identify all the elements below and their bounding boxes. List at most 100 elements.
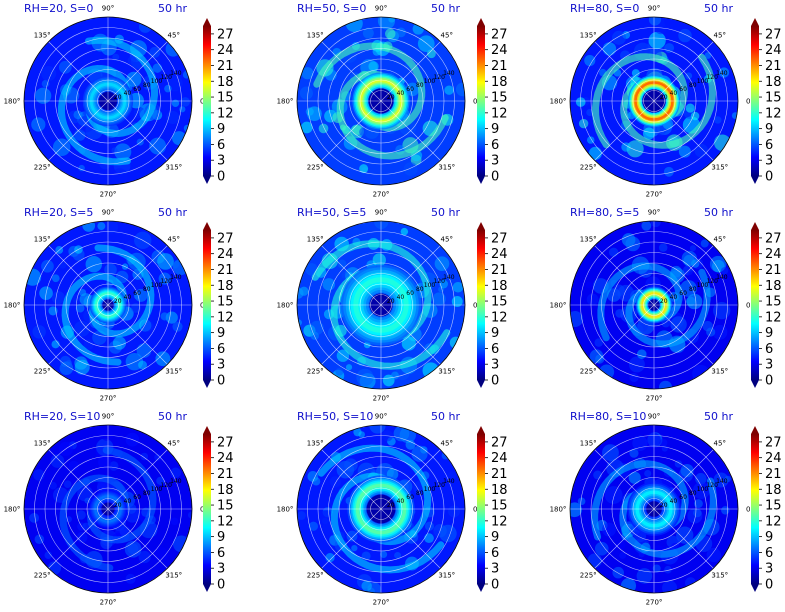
heatmap-blob [650,221,661,228]
colorbar-extend-max [477,426,485,434]
colorbar-tick-label: 6 [491,342,499,357]
colorbar-tick-label: 21 [491,263,508,278]
heatmap-blob [372,253,386,267]
angle-label: 315° [438,163,455,171]
polar-border [296,220,466,390]
heatmap-blob [76,532,88,543]
polar-border [23,424,193,594]
colorbar-tick-label: 0 [217,374,225,389]
angle-label: 315° [165,367,182,375]
colorbar-extend-max [477,18,485,26]
heatmap-blob [654,22,667,35]
heatmap-blob [85,255,103,273]
heatmap-blob [307,471,319,482]
radial-tick-label: 60 [679,86,687,93]
colorbar-tick-label: 0 [217,578,225,593]
heatmap-blob [631,69,640,78]
colorbar-tick-label: 18 [491,279,508,294]
colorbar-tick-label: 15 [765,499,782,514]
panel-title-right: 50 hr [704,410,733,423]
polar-border [296,16,466,186]
heatmap-blob [621,142,631,152]
heatmap-blob [48,306,58,316]
angle-label: 180° [550,302,567,310]
panel-title-left: RH=20, S=0 [24,2,93,15]
heatmap-blob [155,351,171,367]
polar-panel: 2040608010012014090°45°0°315°270°225°180… [4,410,208,607]
radial-tick-label: 140 [716,478,728,485]
heatmap-blob [154,453,162,461]
colorbar-tick-label: 27 [217,27,234,42]
heatmap-blob [400,227,409,236]
colorbar-tick-label: 9 [217,530,225,545]
angle-label: 45° [714,236,726,244]
grid-spoke [594,449,655,510]
heatmap-blob [628,471,641,484]
colorbar-tick-label: 3 [765,358,773,373]
colorbar-extend-min [203,176,211,184]
grid-spoke [48,508,109,569]
heatmap-blob [180,97,190,107]
radial-tick-label: 20 [114,298,122,305]
heatmap-blob [29,512,40,523]
angle-label: 135° [34,32,51,40]
angle-label: 180° [550,506,567,514]
spiral-arm [88,244,155,338]
heatmap-blob [322,278,336,291]
heatmap-blob [718,67,730,78]
panel-title-right: 50 hr [431,410,460,423]
panel-title-left: RH=80, S=10 [570,410,646,423]
angle-label: 315° [711,571,728,579]
heatmap-blob [584,54,596,67]
angle-label: 225° [580,163,597,171]
colorbar-tick-label: 18 [491,483,508,498]
grid-spoke [380,508,441,569]
heatmap-blob [356,368,374,387]
colorbar-tick-label: 9 [491,122,499,137]
angle-label: 135° [307,440,324,448]
polar-border [23,220,193,390]
heatmap-blob [68,460,80,472]
heatmap-blob [617,284,635,302]
angle-label: 180° [277,506,294,514]
heatmap-blob [601,30,617,47]
heatmap-blob [426,49,436,59]
colorbar-tick-label: 27 [491,231,508,246]
panel-title-left: RH=80, S=5 [570,206,639,219]
colorbar-tick-label: 9 [765,530,773,545]
heatmap-blob [644,432,661,449]
heatmap-blob [586,293,599,306]
angle-label: 0° [746,302,754,310]
colorbar-tick-label: 24 [217,43,234,58]
heatmap-blob [361,551,371,561]
angle-label: 270° [373,191,390,199]
heatmap-blob [32,325,46,339]
colorbar-body [477,26,485,176]
heatmap-blob [133,292,141,300]
heatmap-blob [309,320,324,335]
colorbar-tick-label: 18 [765,483,782,498]
radial-tick-label: 140 [716,274,728,281]
heatmap-blob [58,60,72,74]
colorbar-tick-label: 3 [765,154,773,169]
radial-tick-label: 40 [670,294,678,301]
angle-label: 45° [714,32,726,40]
panel-title-right: 50 hr [158,410,187,423]
heatmap-blob [602,444,619,462]
colorbar-tick-label: 27 [765,435,782,450]
heatmap-blob [417,35,435,53]
colorbar-tick-label: 12 [765,514,782,529]
radial-tick-label: 80 [689,286,697,293]
colorbar-body [751,26,759,176]
spiral-arm [591,53,688,149]
heatmap-blob [720,267,729,275]
colorbar-tick-label: 12 [217,514,234,529]
colorbar-tick-label: 0 [765,578,773,593]
heatmap-blob [664,43,675,53]
heatmap-blob [394,551,402,559]
grid-spoke [107,41,168,102]
polar-panel: 2040608010012014090°45°0°315°270°225°180… [277,410,481,607]
angle-label: 225° [34,571,51,579]
